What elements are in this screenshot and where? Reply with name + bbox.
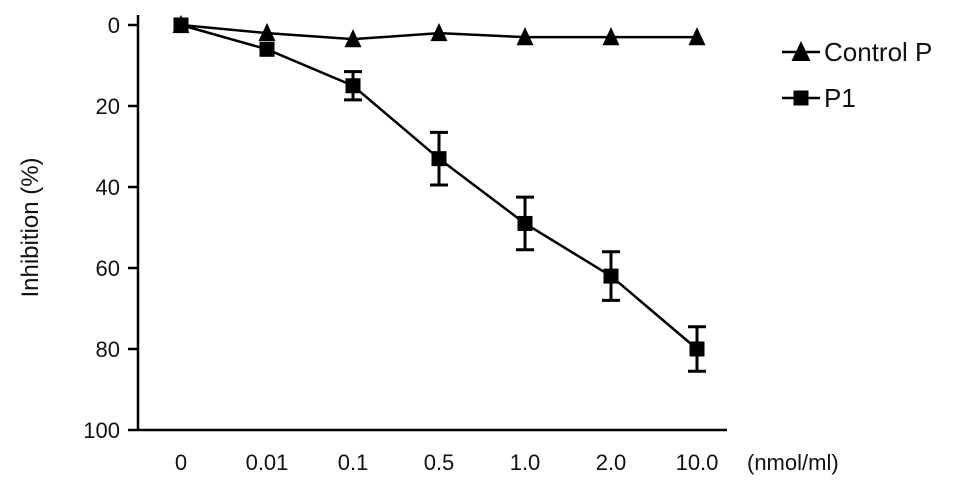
y-tick-label: 60	[96, 256, 120, 281]
series-p1	[173, 17, 706, 373]
y-tick-label: 20	[96, 94, 120, 119]
x-tick-label: 0.1	[338, 450, 369, 475]
legend: Control P P1	[782, 37, 932, 113]
data-point-triangle	[688, 27, 706, 46]
legend-marker-square	[793, 90, 809, 106]
data-point-square	[345, 78, 361, 94]
legend-label: P1	[824, 83, 856, 113]
series-layer	[172, 14, 706, 373]
x-axis-unit-label: (nmol/ml)	[747, 450, 839, 475]
x-tick-label: 0.01	[246, 450, 289, 475]
y-tick-label: 80	[96, 337, 120, 362]
legend-label: Control P	[824, 37, 932, 67]
y-tick-label: 100	[83, 418, 120, 443]
x-tick-label: 0.5	[424, 450, 455, 475]
x-tick-label: 2.0	[596, 450, 627, 475]
y-tick-label: 40	[96, 175, 120, 200]
series-control-p	[172, 14, 706, 48]
data-point-triangle	[430, 23, 448, 42]
y-ticks: 0 20 40 60 80 100	[83, 13, 138, 443]
data-point-square	[259, 41, 275, 57]
data-point-triangle	[258, 23, 276, 42]
y-tick-label: 0	[108, 13, 120, 38]
x-tick-label: 1.0	[510, 450, 541, 475]
data-point-triangle	[602, 27, 620, 46]
data-point-square	[517, 215, 533, 231]
x-tick-label: 10.0	[676, 450, 719, 475]
legend-marker-triangle	[791, 40, 811, 62]
data-point-triangle	[516, 27, 534, 46]
data-point-square	[603, 268, 619, 284]
axes	[136, 15, 727, 432]
data-point-square	[173, 17, 189, 33]
data-point-square	[689, 341, 705, 357]
y-axis-label: Inhibition (%)	[17, 157, 44, 297]
data-point-triangle	[344, 29, 362, 48]
legend-item: P1	[782, 83, 856, 113]
x-tick-label: 0	[175, 450, 187, 475]
legend-item: Control P	[782, 37, 932, 67]
data-point-square	[431, 151, 447, 167]
x-ticks: 0 0.01 0.1 0.5 1.0 2.0 10.0	[175, 450, 719, 475]
